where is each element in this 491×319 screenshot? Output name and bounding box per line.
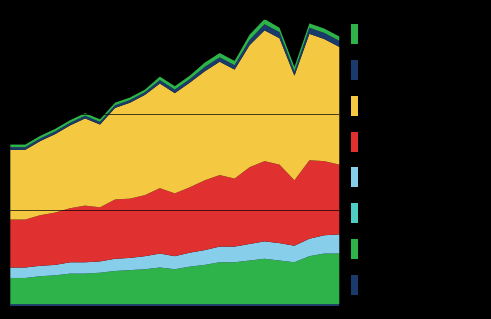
Bar [351, 167, 358, 188]
Bar [351, 275, 358, 295]
Bar [351, 24, 358, 44]
Bar [351, 131, 358, 152]
Bar [351, 96, 358, 116]
Bar [351, 203, 358, 223]
Bar [351, 60, 358, 80]
Bar [351, 239, 358, 259]
